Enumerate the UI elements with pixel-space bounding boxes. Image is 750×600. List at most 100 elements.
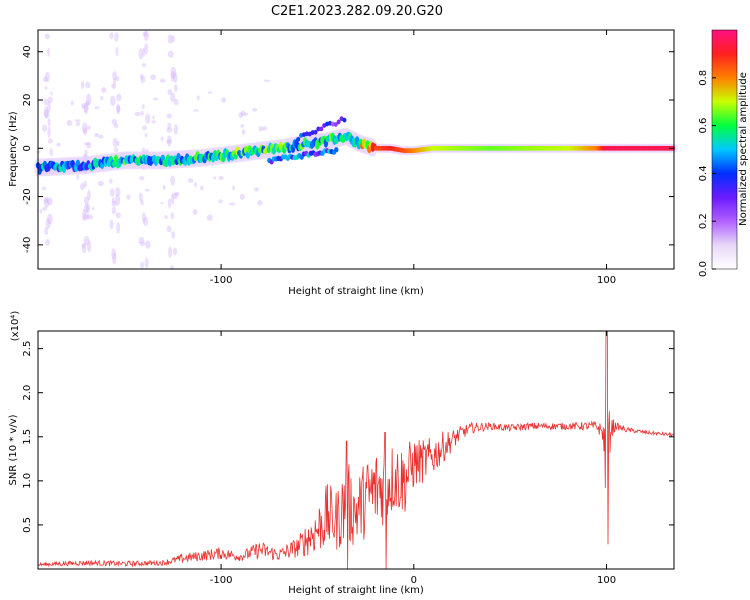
spectrogram-speckle: [43, 197, 49, 204]
spectrogram-speckle: [238, 112, 243, 119]
spectrogram-x-tick-label: -100: [210, 275, 233, 286]
spectrogram-speckle: [166, 225, 172, 233]
spectrogram-speckle: [152, 115, 155, 120]
spectrogram-speckle: [170, 193, 175, 205]
spectrogram-speckle: [140, 110, 144, 116]
spectrogram-speckle: [170, 71, 175, 82]
spectrogram-speckle: [116, 104, 121, 113]
spectrogram-speckle: [97, 180, 104, 187]
spectrogram-speckle: [221, 97, 227, 103]
spectrogram-speckle: [240, 124, 245, 128]
spectrogram-speckle: [229, 202, 236, 206]
spectrogram-speckle: [91, 207, 95, 210]
spectrogram-speckle: [143, 30, 149, 41]
spectrogram-speckle: [42, 76, 48, 83]
spectrogram-speckle: [81, 209, 87, 222]
spectrogram-speckle: [109, 219, 114, 230]
spectrogram-speckle: [159, 78, 166, 83]
snr-x-axis-label: Height of straight line (km): [288, 585, 424, 596]
colorbar-label: Normalized spectral amplitude: [738, 72, 749, 226]
spectrogram-speckle: [142, 31, 148, 37]
spectrogram-speckle: [144, 189, 150, 192]
spectrogram-speckle: [207, 91, 213, 94]
snr-y-tick-label: 2.0: [22, 385, 33, 401]
spectrogram-speckle: [170, 35, 175, 43]
spectrogram-speckle: [167, 122, 172, 130]
spectrogram-speckle: [206, 214, 213, 221]
snr-y-tick-label: 2.5: [22, 341, 33, 357]
snr-series-line: [37, 330, 674, 570]
spectrogram-speckle: [98, 134, 104, 139]
spectrogram-speckle: [257, 200, 263, 206]
spectrogram-speckle: [138, 192, 143, 202]
spectrogram-speckle: [167, 50, 174, 58]
spectrogram-speckle: [166, 127, 173, 133]
spectrogram-speckle: [113, 123, 119, 129]
colorbar-tick-label: 0.4: [698, 165, 709, 181]
spectrogram-speckle: [86, 125, 91, 130]
spectrogram-speckle: [83, 102, 88, 113]
spectrogram-branch-mark: [334, 147, 339, 153]
spectrogram-speckle: [50, 91, 53, 96]
spectrogram-speckle: [134, 111, 141, 117]
spectrogram-speckle: [187, 178, 194, 184]
spectrogram-speckle: [170, 212, 175, 220]
spectrogram-speckle: [139, 175, 145, 181]
spectrogram-speckle: [142, 125, 148, 131]
spectrogram-speckle: [85, 141, 92, 149]
spectrogram-panel: -100 100 -40 -20 0 20 40 Height of straight l…: [8, 29, 678, 297]
spectrogram-speckle: [45, 218, 51, 229]
spectrogram-speckle: [114, 194, 121, 206]
spectrogram-speckle: [196, 95, 200, 101]
spectrogram-speckle: [111, 83, 115, 89]
spectrogram-speckle: [112, 253, 117, 265]
spectrogram-speckle: [70, 100, 74, 106]
spectrogram-speckle: [116, 140, 120, 146]
spectrogram-speckle: [109, 188, 115, 197]
snr-y-tick-label: 1.0: [22, 473, 33, 489]
spectrogram-branch-mark: [336, 119, 341, 125]
spectrogram-speckle: [138, 236, 145, 245]
spectrogram-speckle: [83, 196, 89, 205]
spectrogram-speckle: [66, 119, 73, 127]
spectrogram-branch-mark: [313, 129, 318, 135]
spectrogram-y-tick-label: -20: [22, 188, 33, 204]
spectrogram-speckle: [47, 126, 51, 138]
spectrogram-speckle: [112, 71, 118, 81]
spectrogram-speckle: [110, 95, 116, 107]
spectrogram-speckle: [114, 32, 119, 42]
spectrogram-speckle: [166, 113, 172, 119]
spectrogram-branch-mark: [330, 121, 335, 127]
spectrogram-speckle: [239, 193, 245, 200]
spectrogram-speckle: [140, 75, 146, 84]
spectrogram-speckle: [113, 147, 119, 153]
spectrogram-speckle: [115, 212, 121, 219]
spectrogram-speckle: [44, 227, 49, 236]
spectrogram-speckle: [232, 185, 236, 191]
spectrogram-speckle: [44, 33, 51, 40]
spectrogram-speckle: [112, 137, 118, 148]
spectrogram-branch-mark: [342, 117, 347, 123]
spectrogram-speckle: [194, 182, 197, 188]
spectrogram-speckle: [86, 93, 92, 106]
spectrogram-speckle: [172, 247, 178, 256]
colorbar-ticks: 0.0 0.2 0.4 0.6 0.8: [698, 70, 716, 277]
spectrogram-speckle: [170, 175, 176, 186]
spectrogram-speckle: [87, 189, 91, 201]
spectrogram-speckle: [240, 110, 246, 117]
spectrogram-speckle: [115, 46, 119, 57]
spectrogram-speckle: [43, 98, 48, 106]
spectrogram-speckle: [111, 118, 118, 126]
spectrogram-speckle: [44, 109, 50, 119]
spectrogram-speckle: [116, 103, 121, 115]
spectrogram-speckle: [111, 248, 117, 260]
spectrogram-speckle: [142, 216, 149, 227]
snr-x-tick-label: 0: [411, 575, 417, 586]
colorbar-tick-label: 0.2: [698, 213, 709, 229]
spectrogram-y-tick-label: 40: [22, 45, 33, 58]
spectrogram-speckle: [251, 107, 258, 112]
colorbar-tick-label: 0.0: [698, 261, 709, 277]
spectrogram-speckle: [166, 135, 172, 147]
spectrogram-speckle: [173, 123, 179, 135]
spectrogram-speckle: [144, 42, 149, 55]
